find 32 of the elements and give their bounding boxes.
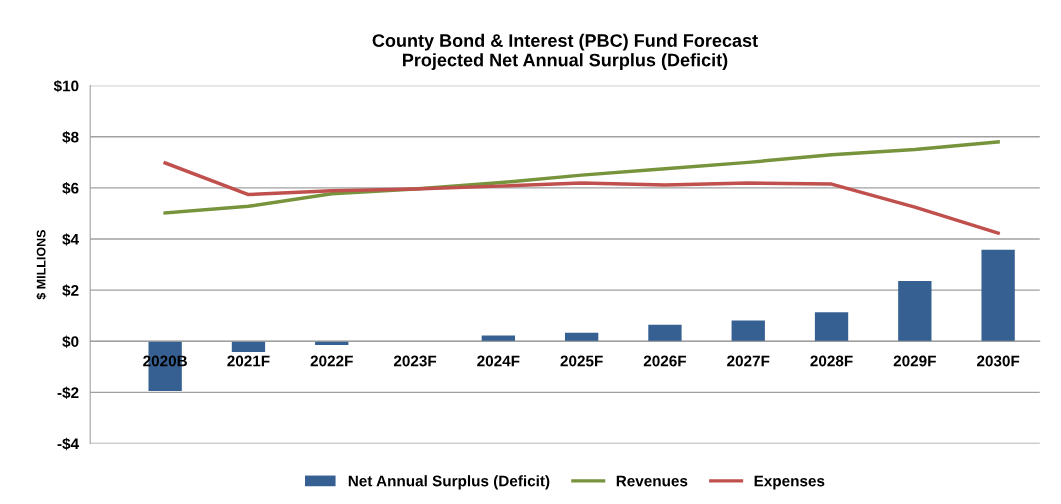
y-tick-label: $8 xyxy=(62,131,79,144)
bar xyxy=(481,335,515,342)
y-tick-label: $4 xyxy=(62,233,79,246)
bar xyxy=(731,320,765,342)
y-tick-label: $2 xyxy=(62,284,79,297)
y-tick-label: $6 xyxy=(62,182,79,195)
legend-label: Net Annual Surplus (Deficit) xyxy=(348,475,550,490)
x-tick-label: 2024F xyxy=(477,355,520,367)
y-tick-label: -$4 xyxy=(57,437,79,451)
x-tick-label: 2023F xyxy=(393,355,437,367)
bar xyxy=(564,332,599,342)
legend-label: Expenses xyxy=(754,475,825,490)
x-tick-label: 2029F xyxy=(893,355,936,367)
line-series xyxy=(163,161,1000,235)
x-tick-label: 2030F xyxy=(977,355,1020,367)
bar xyxy=(981,249,1015,342)
legend-label: Revenues xyxy=(616,475,688,487)
x-tick-label: 2028F xyxy=(810,355,853,367)
y-axis-title: $ MILLIONS xyxy=(36,230,47,300)
y-tick-label: -$2 xyxy=(57,386,79,400)
x-tick-label: 2021F xyxy=(227,355,270,367)
x-tick-label: 2026F xyxy=(643,355,687,367)
bar xyxy=(648,324,682,342)
y-tick-label: $0 xyxy=(62,335,79,348)
bar xyxy=(231,341,266,353)
chart-title: County Bond & Interest (PBC) Fund Forecast Projected Net Annual Surplus (Deficit) xyxy=(372,33,758,70)
y-tick-label: $10 xyxy=(53,79,79,93)
x-tick-label: 2022F xyxy=(310,355,353,367)
x-tick-label: 2027F xyxy=(727,355,770,367)
x-tick-label: 2025F xyxy=(560,355,603,367)
bar xyxy=(814,312,849,342)
bar xyxy=(898,280,932,342)
